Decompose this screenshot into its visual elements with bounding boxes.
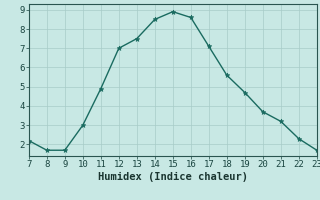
X-axis label: Humidex (Indice chaleur): Humidex (Indice chaleur) [98, 172, 248, 182]
